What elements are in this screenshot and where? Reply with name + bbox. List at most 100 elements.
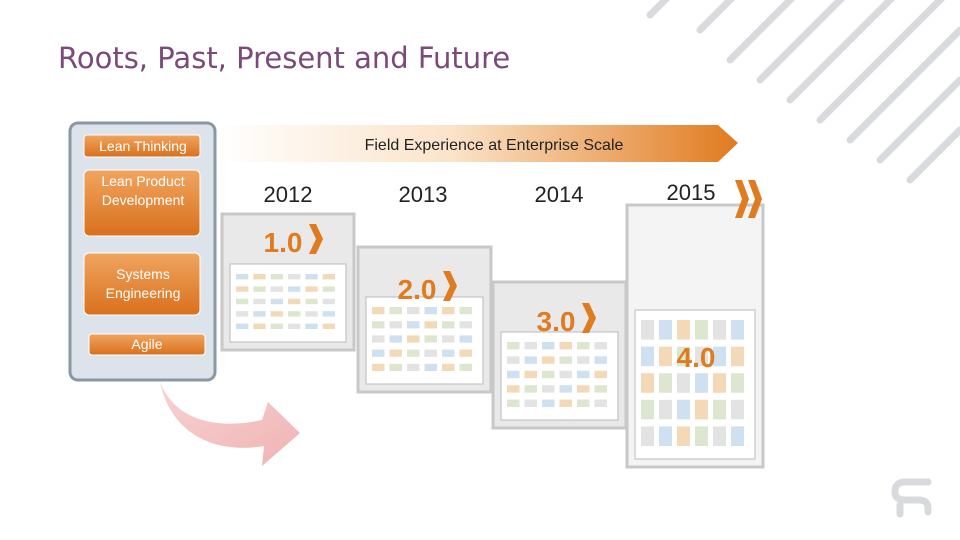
thumbnail-detail — [407, 363, 420, 371]
chevron — [735, 180, 749, 218]
version-label: 4.0 — [677, 342, 716, 373]
thumbnail-detail — [322, 286, 335, 292]
thumbnail-detail — [713, 399, 726, 420]
thumbnail-detail — [695, 426, 708, 446]
timeline: 2012 1.0 2013 2.0 2014 3.0 2015 4.0 — [220, 180, 765, 469]
thumbnail-detail — [424, 349, 437, 357]
year-label: 2012 — [264, 182, 313, 207]
thumbnail-detail — [372, 363, 385, 371]
chevron — [748, 180, 762, 218]
thumbnail-detail — [695, 320, 708, 340]
thumbnail-detail — [577, 370, 590, 379]
thumbnail-detail — [731, 399, 744, 420]
thumbnail-detail — [542, 370, 555, 379]
thumbnail-detail — [236, 286, 249, 292]
thumbnail-detail — [507, 399, 520, 407]
item-box — [83, 252, 201, 316]
thumbnail-detail — [389, 363, 402, 371]
thumbnail-detail — [677, 426, 690, 446]
thumbnail-detail — [389, 349, 402, 357]
thumbnail-detail — [577, 385, 590, 393]
thumbnail-detail — [507, 342, 520, 350]
thumbnail-detail — [559, 356, 572, 364]
thumbnail-detail — [459, 321, 472, 329]
thumbnail-detail — [641, 346, 654, 367]
thumbnail-detail — [372, 307, 385, 315]
year-label: 2015 — [667, 180, 716, 205]
thumbnail-detail — [236, 323, 249, 329]
thumbnail-detail — [641, 426, 654, 446]
thumbnail-detail — [288, 286, 301, 292]
logo — [891, 478, 932, 518]
thumbnail-detail — [695, 373, 708, 393]
thumbnail-detail — [253, 274, 266, 280]
thumbnail-detail — [270, 298, 283, 305]
version-label: 3.0 — [537, 306, 576, 337]
thumbnail-detail — [322, 323, 335, 329]
thumbnail-detail — [577, 399, 590, 407]
thumbnail-detail — [507, 385, 520, 393]
thumbnail-detail — [559, 385, 572, 393]
thumbnail-detail — [507, 370, 520, 379]
thumbnail-detail — [236, 298, 249, 305]
thumbnail-detail — [594, 370, 607, 379]
item-label: Lean Thinking — [99, 138, 187, 154]
thumbnail-detail — [372, 321, 385, 329]
thumbnail-detail — [659, 346, 672, 367]
thumbnail-detail — [542, 399, 555, 407]
chevron — [443, 271, 457, 301]
thumbnail-detail — [594, 342, 607, 350]
thumbnail-detail — [594, 385, 607, 393]
thumbnail-detail — [442, 363, 455, 371]
thumbnail-detail — [695, 346, 708, 367]
thumbnail-detail — [407, 349, 420, 357]
thumbnail-detail — [253, 298, 266, 305]
thumbnail-detail — [459, 363, 472, 371]
year-label: 2013 — [399, 182, 448, 207]
thumbnail-detail — [288, 298, 301, 305]
item-box — [83, 134, 201, 158]
thumbnail-detail — [270, 311, 283, 317]
thumbnail-detail — [731, 426, 744, 446]
thumbnail-detail — [659, 426, 672, 446]
thumbnail-detail — [389, 321, 402, 329]
title: Roots, Past, Present and Future — [58, 41, 510, 75]
flow-arrow — [160, 382, 300, 466]
item-label: Agile — [131, 336, 162, 352]
thumbnail-detail — [407, 335, 420, 343]
chevron — [582, 303, 596, 333]
thumbnail-detail — [524, 356, 537, 364]
chevron — [309, 224, 323, 254]
thumbnail-detail — [559, 342, 572, 350]
thumbnail-detail — [459, 335, 472, 343]
thumbnail-detail — [459, 307, 472, 315]
thumbnail-detail — [322, 274, 335, 280]
thumbnail-detail — [372, 349, 385, 357]
thumbnail-detail — [713, 320, 726, 340]
thumbnail-detail — [677, 373, 690, 393]
thumbnail-detail — [713, 346, 726, 367]
item-box — [83, 169, 201, 237]
thumbnail-detail — [713, 373, 726, 393]
thumbnail-detail — [305, 323, 318, 329]
version-label: 1.0 — [264, 227, 303, 258]
thumbnail-detail — [407, 321, 420, 329]
thumbnail-detail — [305, 311, 318, 317]
thumbnail-detail — [641, 320, 654, 340]
thumbnail-detail — [641, 373, 654, 393]
thumbnail-detail — [372, 335, 385, 343]
thumbnail-detail — [442, 307, 455, 315]
thumbnail-detail — [322, 298, 335, 305]
thumbnail-detail — [542, 356, 555, 364]
thumbnail-detail — [594, 356, 607, 364]
thumbnail-detail — [424, 321, 437, 329]
thumbnail-detail — [524, 385, 537, 393]
thumbnail-detail — [288, 274, 301, 280]
thumbnail-detail — [659, 320, 672, 340]
thumbnail-detail — [270, 286, 283, 292]
thumbnail-detail — [442, 349, 455, 357]
thumbnail-detail — [731, 346, 744, 367]
thumbnail-detail — [322, 311, 335, 317]
